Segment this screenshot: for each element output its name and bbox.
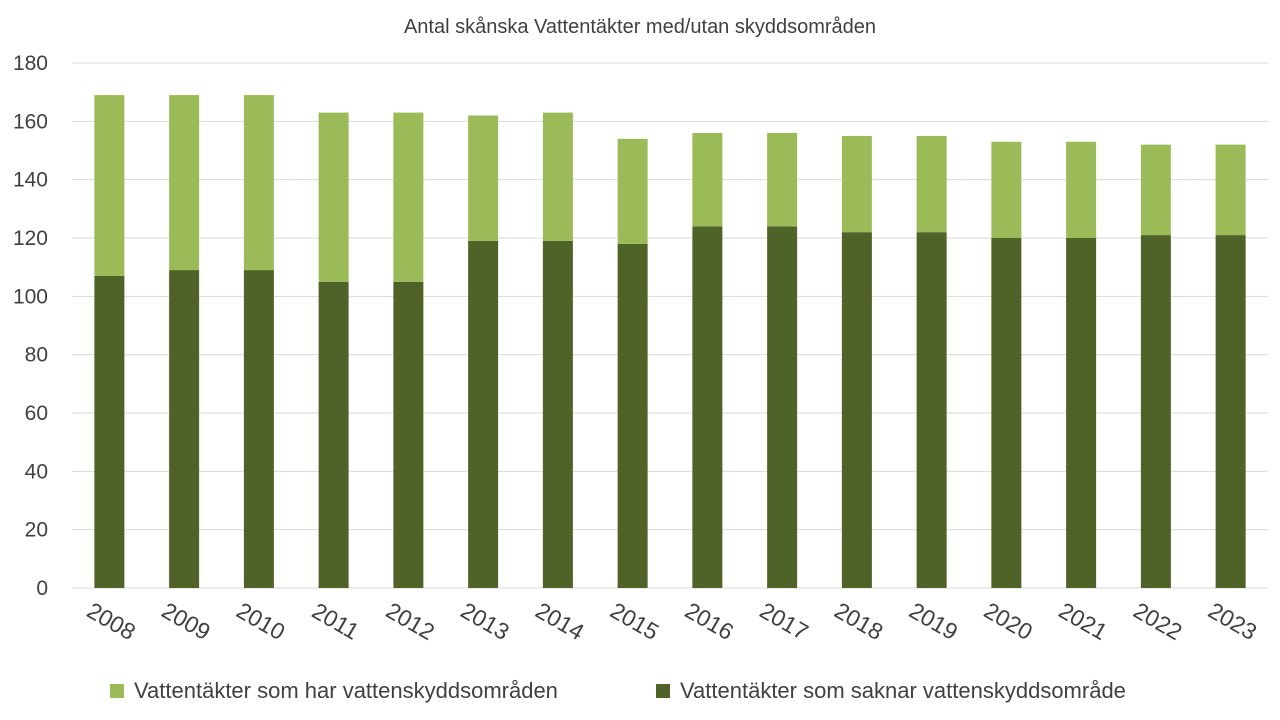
- y-tick-label: 120: [13, 227, 48, 250]
- legend: Vattentäkter som har vattenskyddsområden…: [110, 678, 1126, 703]
- bar-har-2009: [169, 95, 200, 271]
- legend-label: Vattentäkter som har vattenskyddsområden: [134, 678, 558, 703]
- bar-har-2012: [393, 112, 424, 282]
- bars: [94, 95, 1246, 589]
- x-tick-label: 2013: [456, 597, 513, 645]
- x-tick-label: 2008: [83, 597, 140, 645]
- bar-saknar-2012: [393, 281, 424, 588]
- bar-saknar-2014: [542, 240, 573, 588]
- x-tick-label: 2018: [830, 597, 887, 645]
- y-axis-ticks: 0 20 40 60 80 100 120 140 160 180: [13, 52, 48, 600]
- x-tick-label: 2020: [980, 597, 1037, 645]
- x-axis-ticks: 2008 2009 2010 2011 2012 2013 2014 2015 2016 2017…: [83, 597, 1262, 645]
- x-tick-label: 2010: [232, 597, 289, 645]
- x-tick-label: 2019: [905, 597, 962, 645]
- bar-har-2010: [243, 95, 274, 271]
- bar-saknar-2010: [243, 270, 274, 588]
- bar-saknar-2016: [692, 226, 723, 589]
- legend-swatch: [110, 684, 124, 698]
- legend-label: Vattentäkter som saknar vattenskyddsområ…: [680, 678, 1126, 703]
- bar-har-2018: [841, 135, 872, 233]
- bar-saknar-2020: [991, 238, 1022, 588]
- bar-saknar-2015: [617, 243, 648, 589]
- bar-har-2020: [991, 141, 1022, 238]
- bar-saknar-2023: [1215, 235, 1246, 589]
- bar-har-2013: [468, 115, 499, 241]
- x-tick-label: 2012: [382, 597, 439, 645]
- bar-saknar-2008: [94, 275, 125, 588]
- bar-har-2016: [692, 133, 723, 227]
- bar-har-2017: [767, 133, 798, 227]
- bar-har-2019: [916, 135, 947, 233]
- x-tick-label: 2014: [531, 597, 588, 645]
- bar-saknar-2009: [169, 270, 200, 588]
- bar-har-2008: [94, 95, 125, 276]
- bar-saknar-2011: [318, 281, 349, 588]
- bar-har-2015: [617, 138, 648, 244]
- bar-har-2022: [1140, 144, 1171, 236]
- y-tick-label: 20: [25, 519, 48, 542]
- y-tick-label: 40: [25, 460, 48, 483]
- x-tick-label: 2009: [157, 597, 214, 645]
- chart-title: Antal skånska Vattentäkter med/utan skyd…: [404, 16, 876, 38]
- y-tick-label: 80: [25, 344, 48, 367]
- bar-saknar-2019: [916, 232, 947, 588]
- x-tick-label: 2023: [1204, 597, 1261, 645]
- x-tick-label: 2021: [1054, 597, 1111, 645]
- y-tick-label: 140: [13, 169, 48, 192]
- y-tick-label: 100: [13, 285, 48, 308]
- x-tick-label: 2022: [1129, 597, 1186, 645]
- bar-har-2021: [1066, 141, 1097, 238]
- y-tick-label: 0: [36, 577, 48, 600]
- bar-saknar-2013: [468, 240, 499, 588]
- y-tick-label: 60: [25, 402, 48, 425]
- y-tick-label: 180: [13, 52, 48, 75]
- bar-saknar-2021: [1066, 238, 1097, 588]
- x-tick-label: 2017: [755, 597, 812, 645]
- bar-har-2023: [1215, 144, 1246, 236]
- bar-har-2011: [318, 112, 349, 282]
- x-tick-label: 2011: [308, 597, 364, 644]
- bar-saknar-2018: [841, 232, 872, 588]
- bar-saknar-2017: [767, 226, 798, 589]
- bar-saknar-2022: [1140, 235, 1171, 589]
- y-tick-label: 160: [13, 110, 48, 133]
- x-tick-label: 2016: [681, 597, 738, 645]
- bar-har-2014: [542, 112, 573, 241]
- x-tick-label: 2015: [606, 597, 663, 645]
- legend-swatch: [656, 684, 670, 698]
